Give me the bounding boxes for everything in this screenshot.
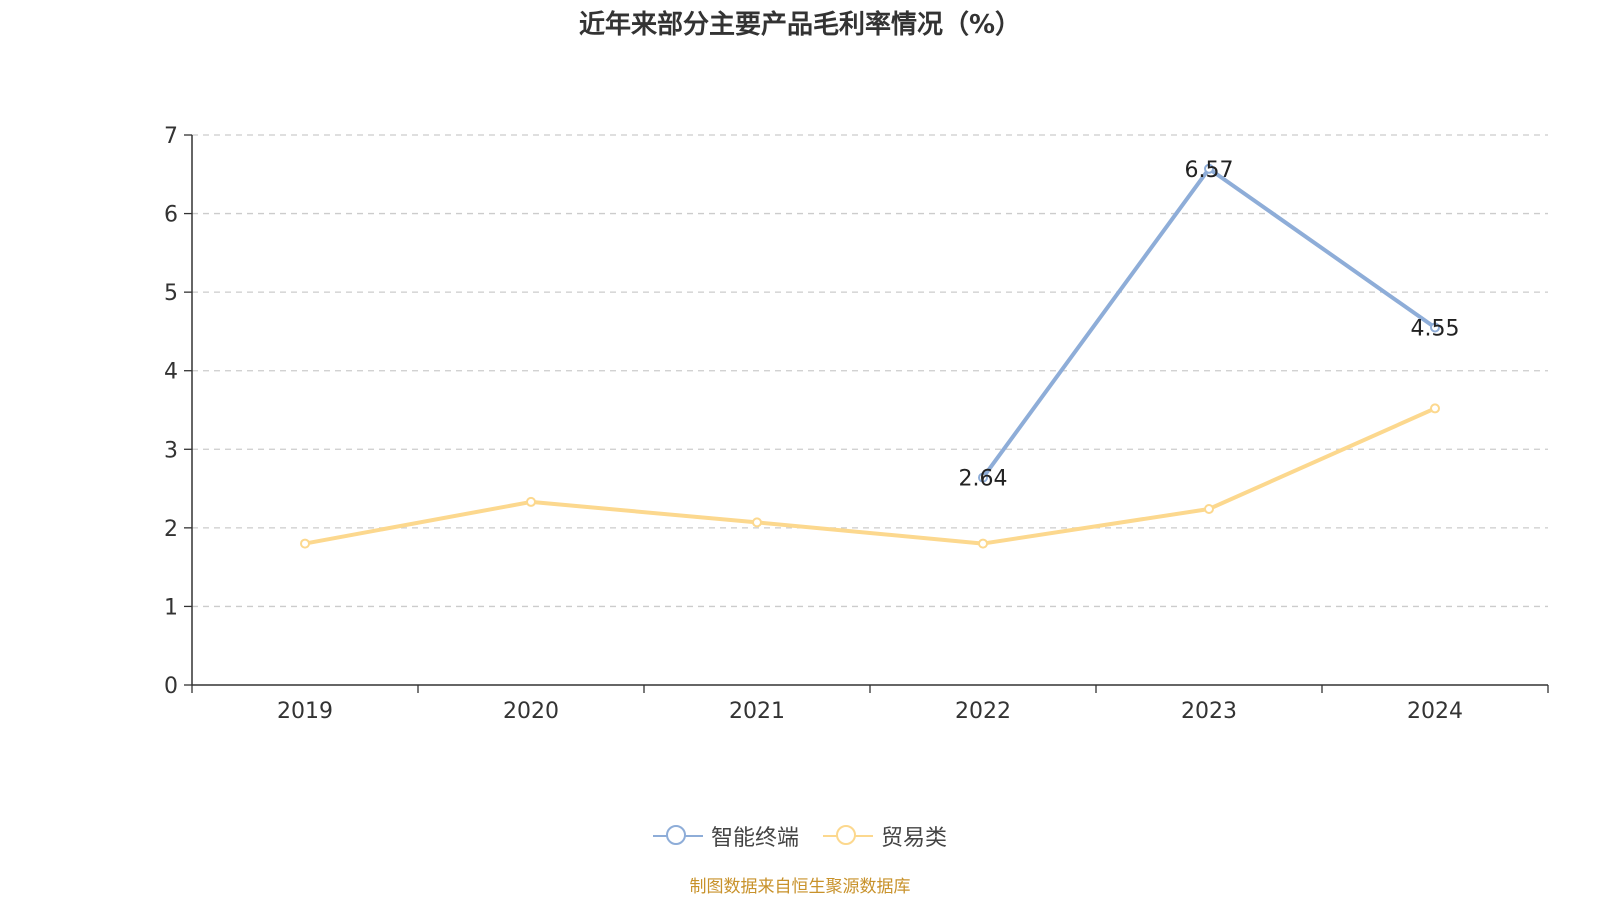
- legend-label: 智能终端: [710, 826, 799, 851]
- x-tick-label: 2024: [1407, 699, 1463, 724]
- y-tick-label: 7: [164, 124, 178, 149]
- legend-label: 贸易类: [881, 826, 948, 851]
- series-line: [303, 406, 1437, 546]
- y-tick-label: 3: [164, 438, 178, 463]
- x-tick-label: 2020: [503, 699, 559, 724]
- y-tick-label: 4: [164, 360, 178, 385]
- data-point: [752, 517, 762, 528]
- source-note: 制图数据来自恒生聚源数据库: [689, 877, 911, 897]
- data-point: [300, 538, 310, 549]
- chart-legend: 智能终端 贸易类: [0, 820, 1600, 852]
- legend-symbol-icon: [823, 824, 873, 848]
- legend-item[interactable]: 贸易类: [823, 820, 947, 852]
- data-point: [1204, 163, 1214, 174]
- chart-title: 近年来部分主要产品毛利率情况（%）: [578, 10, 1022, 40]
- data-point: [978, 472, 988, 483]
- legend-symbol-icon: [652, 824, 703, 848]
- data-label: 2.64: [959, 467, 1008, 492]
- y-tick-label: 2: [164, 517, 178, 542]
- x-tick-label: 2023: [1181, 699, 1237, 724]
- data-label: 4.55: [1411, 317, 1460, 342]
- data-point: [1430, 322, 1440, 333]
- data-point: [1204, 504, 1214, 514]
- y-tick-label: 5: [164, 281, 178, 306]
- data-label: 6.57: [1185, 158, 1234, 183]
- data-point: [978, 538, 988, 549]
- data-point: [526, 496, 536, 507]
- x-tick-label: 2022: [955, 699, 1011, 724]
- y-tick-label: 6: [164, 203, 178, 228]
- legend-item[interactable]: 智能终端: [652, 820, 799, 852]
- series-line: [981, 166, 1437, 480]
- x-tick-label: 2019: [277, 699, 333, 724]
- data-point: [1430, 403, 1440, 414]
- x-tick-label: 2021: [729, 699, 785, 724]
- y-tick-label: 1: [164, 595, 178, 620]
- y-tick-label: 0: [164, 674, 178, 699]
